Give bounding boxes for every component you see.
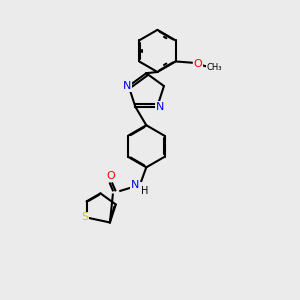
Text: N: N: [155, 102, 164, 112]
Text: H: H: [141, 186, 149, 196]
Text: N: N: [123, 81, 132, 91]
Text: CH₃: CH₃: [206, 63, 222, 72]
Text: N: N: [131, 180, 139, 190]
Text: S: S: [82, 212, 89, 223]
Text: O: O: [194, 59, 202, 69]
Text: O: O: [106, 171, 115, 181]
